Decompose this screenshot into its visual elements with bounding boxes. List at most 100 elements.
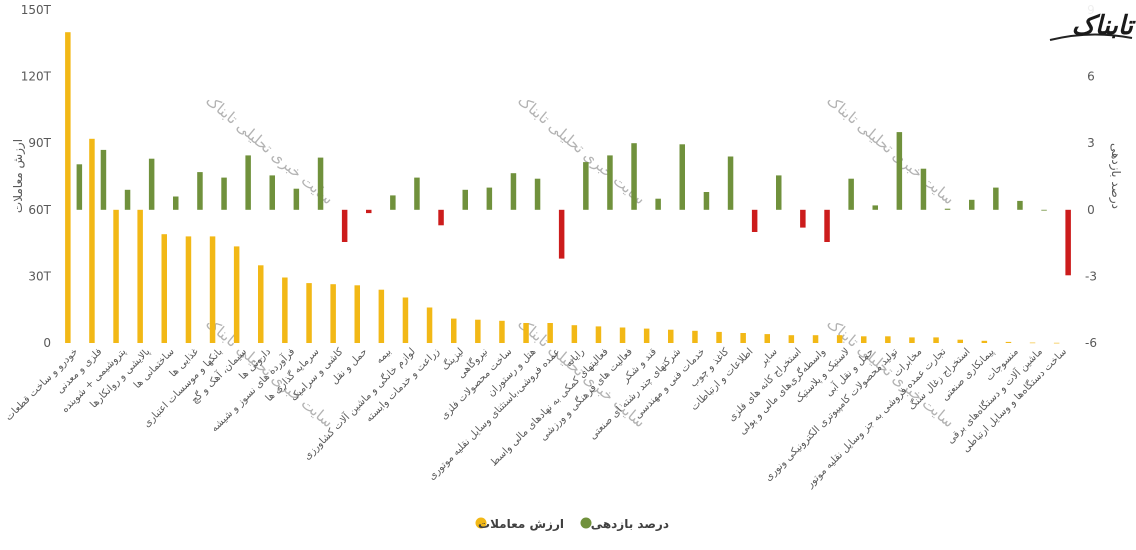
return-percent-bar [173, 196, 179, 210]
return-percent-bar [1017, 200, 1023, 210]
return-percent-bar [366, 209, 372, 214]
y-right-axis-title: درصد بازدهی [1108, 143, 1123, 209]
return-percent-bar [486, 187, 493, 210]
trading-value-bar [981, 340, 988, 343]
y-left-tick-label: 30T [28, 269, 51, 283]
return-percent-bar [390, 195, 396, 210]
return-percent-bar [751, 209, 758, 232]
trading-value-bar [788, 335, 795, 343]
trading-value-bar [258, 265, 264, 343]
return-percent-bar [148, 158, 155, 210]
return-percent-bar [197, 172, 203, 210]
trading-value-bar [499, 320, 505, 343]
return-percent-bar [100, 149, 107, 210]
y-left-tick-label: 150T [21, 3, 52, 17]
trading-value-bar [378, 289, 385, 343]
trading-value-bar [451, 318, 457, 343]
return-percent-bar [872, 205, 878, 210]
y-right-tick-label: -3 [1085, 269, 1097, 283]
logo-text: تابناک [1072, 11, 1136, 41]
return-percent-bar [679, 144, 685, 210]
trading-value-bar [137, 209, 143, 343]
trading-value-bar [185, 236, 192, 343]
trading-value-bar [933, 337, 939, 343]
y-left-tick-label: 60T [28, 203, 51, 217]
tabnak-logo: تابناک [1048, 0, 1136, 50]
trading-value-bar [812, 335, 819, 343]
trading-value-bar [161, 234, 167, 343]
return-percent-bar [341, 209, 348, 242]
logo-swoosh [1049, 33, 1133, 41]
logo-background [1048, 0, 1136, 50]
y-left-axis-title: ارزش معاملات [11, 139, 26, 213]
watermark-text: سایت خبری تحلیلی تابناک [823, 91, 957, 208]
trading-value-bar [861, 336, 867, 343]
return-percent-bar [558, 209, 565, 259]
return-percent-bar [510, 173, 517, 210]
y-right-tick-label: 3 [1087, 136, 1095, 150]
return-percent-bar [920, 168, 927, 210]
legend-label: ارزش معاملات [478, 517, 564, 531]
trading-value-bar [957, 339, 963, 343]
y-right-tick-label: 6 [1087, 70, 1095, 84]
trading-value-bar [402, 297, 409, 343]
trading-value-bar [306, 283, 312, 343]
trading-value-bar [233, 246, 240, 343]
trading-value-bar [209, 236, 216, 343]
return-percent-bar [944, 208, 951, 210]
trading-value-bar [619, 327, 626, 343]
return-percent-bar [462, 189, 468, 210]
return-percent-bar [438, 209, 444, 226]
trading-value-bar [89, 138, 95, 343]
trading-value-bar [692, 330, 698, 343]
return-percent-bar [655, 198, 661, 210]
legend-marker [475, 517, 487, 529]
trading-value-bar [475, 319, 481, 343]
return-percent-bar [607, 155, 613, 210]
watermark-text: سایت خبری تحلیلی تابناک [514, 91, 648, 208]
return-percent-bar [124, 189, 131, 210]
trading-value-bar [571, 325, 578, 343]
return-percent-bar [583, 162, 589, 210]
return-percent-bar [269, 175, 275, 210]
y-right-tick-label: -6 [1085, 336, 1097, 350]
y-right-tick-label: 0 [1087, 203, 1095, 217]
legend-marker [580, 517, 592, 529]
trading-value-bar [282, 277, 288, 343]
legend: درصد بازدهی ارزش معاملات [475, 517, 669, 531]
bars-layer [65, 32, 1071, 344]
return-percent-bar [1065, 209, 1071, 276]
return-percent-bar [824, 209, 830, 242]
trading-value-bar [909, 337, 915, 343]
trading-value-bar [716, 331, 722, 343]
return-percent-bar [317, 157, 324, 210]
trading-value-bar [354, 285, 360, 343]
return-percent-bar [727, 156, 734, 210]
trading-value-bar [523, 323, 529, 343]
return-percent-bar [776, 175, 782, 210]
return-percent-bar [245, 155, 251, 210]
return-percent-bar [534, 178, 541, 210]
trading-value-bar [330, 284, 336, 343]
return-percent-bar [631, 143, 637, 210]
return-percent-bar [293, 188, 300, 210]
return-percent-bar [969, 199, 975, 210]
trading-value-bar [740, 333, 746, 343]
category-label: بیمه [374, 346, 394, 366]
trading-value-bar [547, 323, 553, 343]
y-left-tick-label: 120T [21, 70, 52, 84]
legend-label: درصد بازدهی [591, 517, 669, 531]
trading-value-bar [668, 329, 674, 343]
return-percent-bar [896, 132, 903, 210]
return-percent-bar [76, 164, 83, 210]
return-percent-bar [221, 177, 227, 210]
trading-value-bar [1029, 342, 1036, 344]
trading-value-bar [764, 334, 770, 343]
return-percent-bar [800, 209, 806, 228]
trading-value-bar [426, 307, 433, 343]
trading-value-bar [1053, 342, 1060, 344]
trading-value-bar [885, 336, 891, 343]
